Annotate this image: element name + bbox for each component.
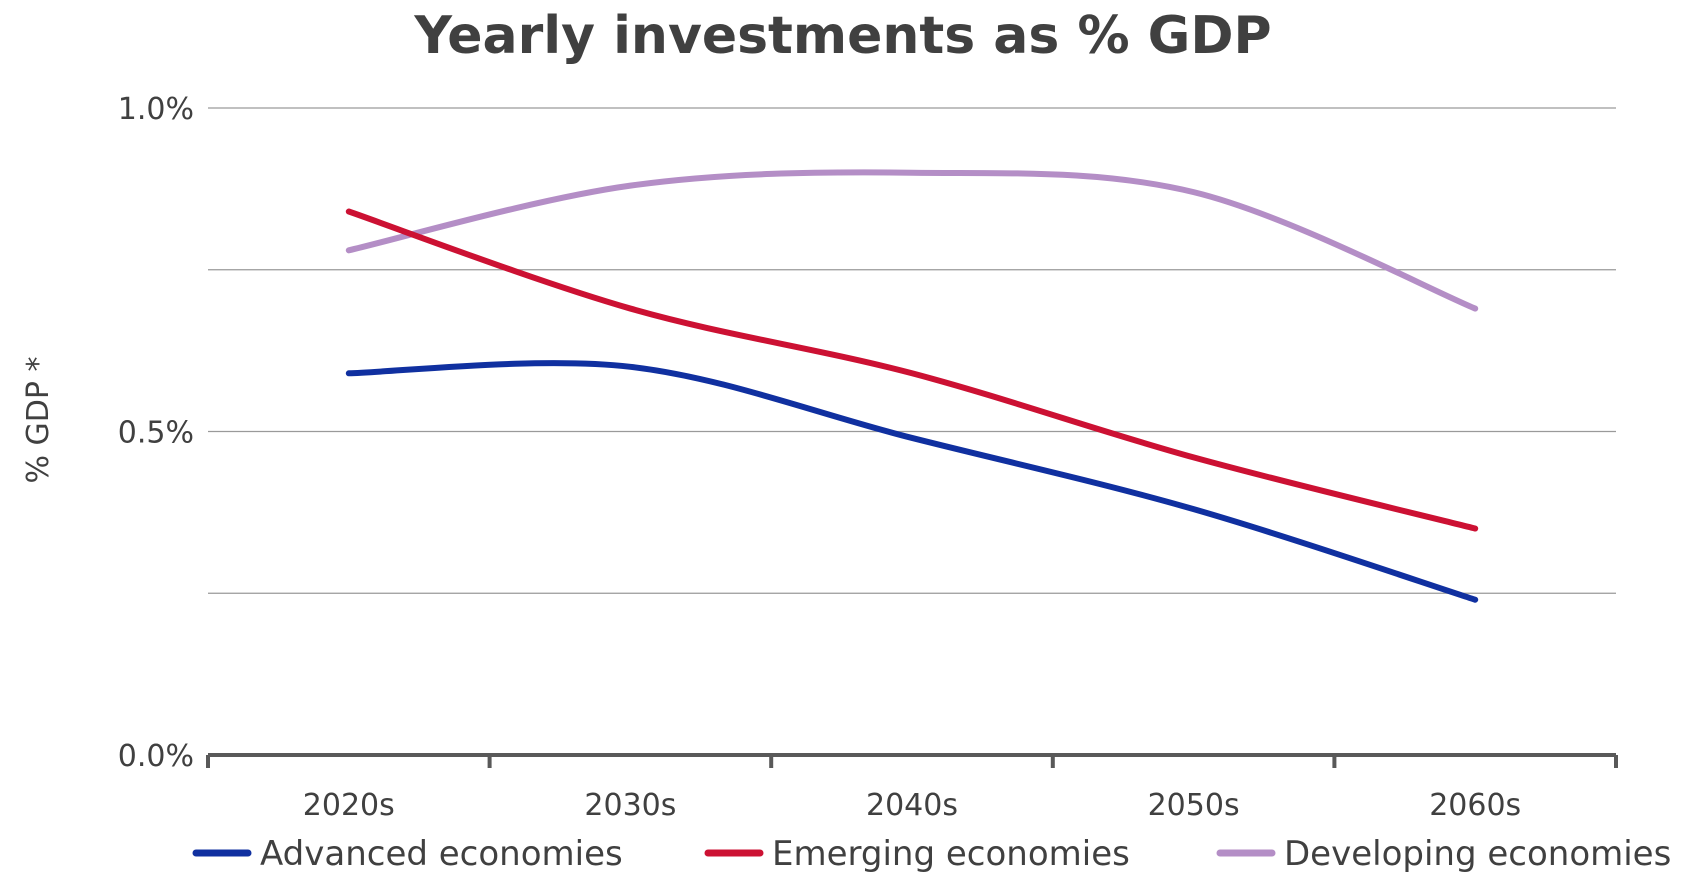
series-line-emerging-economies [345, 208, 1479, 532]
legend-label: Emerging economies [772, 834, 1130, 872]
x-tick-label: 2030s [584, 788, 676, 823]
legend: Advanced economies Emerging economies Deve… [192, 834, 1671, 872]
y-tick-label: 1.0% [118, 92, 194, 127]
legend-label: Developing economies [1284, 834, 1671, 872]
series-line-advanced-economies [345, 360, 1479, 603]
y-tick-label: 0.5% [118, 416, 194, 451]
x-tick-label: 2020s [303, 788, 395, 823]
chart-title: Yearly investments as % GDP [414, 6, 1272, 66]
series-lines [345, 169, 1479, 603]
legend-label: Advanced economies [260, 834, 623, 872]
gridlines [208, 107, 1616, 594]
x-tick-label: 2060s [1429, 788, 1521, 823]
axes: 2020s 2030s 2040s 2050s 2060s 0.0% 0.5% 1.0% [118, 92, 1618, 823]
y-axis-label: % GDP * [21, 356, 56, 483]
series-line-developing-economies [345, 169, 1479, 312]
x-tick-label: 2040s [866, 788, 958, 823]
x-tick-label: 2050s [1148, 788, 1240, 823]
y-tick-label: 0.0% [118, 739, 194, 774]
